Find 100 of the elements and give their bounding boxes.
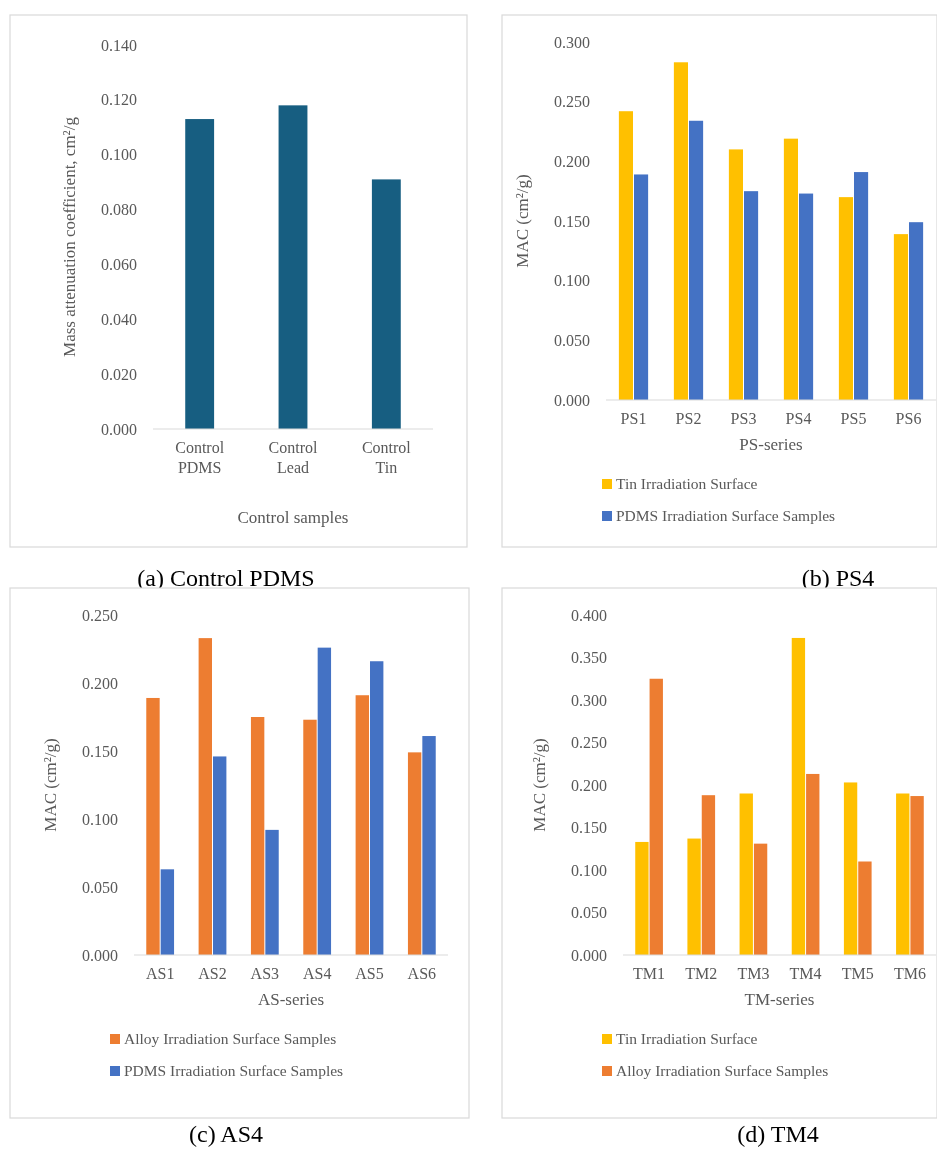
bar — [910, 796, 924, 955]
bar — [673, 62, 688, 400]
x-tick-label: TM1 — [633, 965, 666, 982]
text: (b) PS4 — [801, 565, 875, 592]
y-tick-label: 0.000 — [82, 946, 118, 964]
y-tick-label: 0.200 — [571, 776, 607, 794]
bar — [317, 647, 332, 955]
x-tick-label: PS3 — [730, 410, 757, 427]
bar — [303, 719, 317, 955]
bar — [146, 697, 160, 955]
x-tick-label: PS4 — [785, 410, 812, 427]
bar — [701, 795, 716, 955]
y-tick-label: 0.350 — [571, 649, 607, 667]
bar — [843, 782, 858, 955]
y-axis-title: MAC (cm²/g) — [41, 738, 60, 832]
y-tick-label: 0.140 — [101, 36, 137, 54]
legend-label: Tin Irradiation Surface — [616, 1030, 758, 1048]
y-tick-label: 0.250 — [571, 734, 607, 752]
bar — [783, 138, 798, 400]
bar — [250, 717, 265, 955]
bar — [618, 111, 633, 400]
bar — [371, 179, 401, 429]
bar — [649, 678, 663, 955]
x-tick-label: Control Tin — [361, 439, 412, 476]
bar — [854, 172, 869, 400]
y-tick-label: 0.100 — [571, 861, 607, 879]
y-axis-title: Mass attenuation coefficient, cm²/g — [60, 116, 79, 357]
y-tick-label: 0.040 — [101, 310, 137, 328]
text: (d) TM4 — [737, 1121, 819, 1148]
x-tick-label: TM6 — [893, 965, 926, 982]
bar — [799, 193, 814, 400]
x-tick-label: PS2 — [675, 410, 702, 427]
legend-label: Alloy Irradiation Surface Samples — [616, 1062, 829, 1080]
y-tick-label: 0.100 — [82, 810, 118, 828]
x-tick-label: PS5 — [840, 410, 867, 427]
bar — [213, 756, 227, 955]
legend-label: PDMS Irradiation Surface Samples — [124, 1062, 344, 1080]
y-tick-label: 0.150 — [571, 819, 607, 837]
y-tick-label: 0.120 — [101, 91, 137, 109]
bar — [893, 234, 908, 400]
y-tick-label: 0.150 — [82, 742, 118, 760]
y-tick-label: 0.300 — [554, 33, 590, 51]
y-tick-label: 0.080 — [101, 201, 137, 219]
bar — [407, 752, 422, 955]
bar — [739, 793, 753, 955]
x-tick-label: PS1 — [620, 410, 647, 427]
x-axis-title: Control samples — [237, 508, 349, 527]
bar — [160, 869, 175, 955]
y-tick-label: 0.250 — [82, 606, 118, 624]
bar — [791, 637, 806, 955]
x-tick-label: TM2 — [685, 965, 718, 982]
y-tick-label: 0.000 — [101, 420, 137, 438]
legend-label: Alloy Irradiation Surface Samples — [124, 1030, 337, 1048]
bar — [422, 736, 436, 955]
x-tick-label: TM5 — [841, 965, 874, 982]
bar — [635, 841, 649, 955]
y-tick-label: 0.100 — [101, 146, 137, 164]
x-axis-title: PS-series — [739, 435, 803, 454]
y-tick-label: 0.150 — [554, 212, 590, 230]
y-tick-label: 0.060 — [101, 256, 137, 274]
x-tick-label: AS5 — [355, 965, 384, 982]
text: (c) AS4 — [189, 1121, 263, 1148]
bar — [896, 793, 910, 955]
x-tick-label: Control PDMS — [175, 439, 225, 476]
bar — [198, 638, 212, 955]
y-tick-label: 0.200 — [554, 152, 590, 170]
bar — [185, 119, 215, 429]
x-tick-label: AS2 — [198, 965, 227, 982]
x-tick-label: PS6 — [895, 410, 922, 427]
bar — [744, 191, 759, 400]
bar — [634, 174, 649, 400]
x-axis-title: TM-series — [744, 990, 815, 1009]
bar — [728, 149, 743, 400]
bar — [838, 197, 853, 400]
y-tick-label: 0.300 — [571, 691, 607, 709]
legend-label: Tin Irradiation Surface — [616, 475, 758, 493]
bar — [909, 222, 924, 400]
bar — [689, 120, 704, 400]
x-tick-label: AS3 — [250, 965, 280, 982]
y-tick-label: 0.050 — [571, 904, 607, 922]
bar — [265, 829, 279, 955]
x-tick-label: AS6 — [407, 965, 437, 982]
y-tick-label: 0.200 — [82, 674, 118, 692]
x-tick-label: Control Lead — [268, 439, 318, 476]
bar — [753, 843, 768, 955]
y-axis-title: MAC (cm²/g) — [513, 174, 532, 268]
x-tick-label: AS4 — [302, 965, 332, 982]
bar — [858, 861, 872, 955]
bar — [806, 773, 820, 955]
y-tick-label: 0.400 — [571, 606, 607, 624]
x-axis-title: AS-series — [257, 990, 325, 1009]
x-tick-label: AS1 — [145, 965, 175, 982]
y-tick-label: 0.100 — [554, 272, 590, 290]
bar — [278, 105, 308, 429]
bar — [687, 838, 701, 955]
x-tick-label: TM4 — [789, 965, 822, 982]
y-tick-label: 0.050 — [554, 331, 590, 349]
bar — [370, 661, 384, 955]
y-tick-label: 0.000 — [571, 946, 607, 964]
bar — [355, 695, 369, 955]
